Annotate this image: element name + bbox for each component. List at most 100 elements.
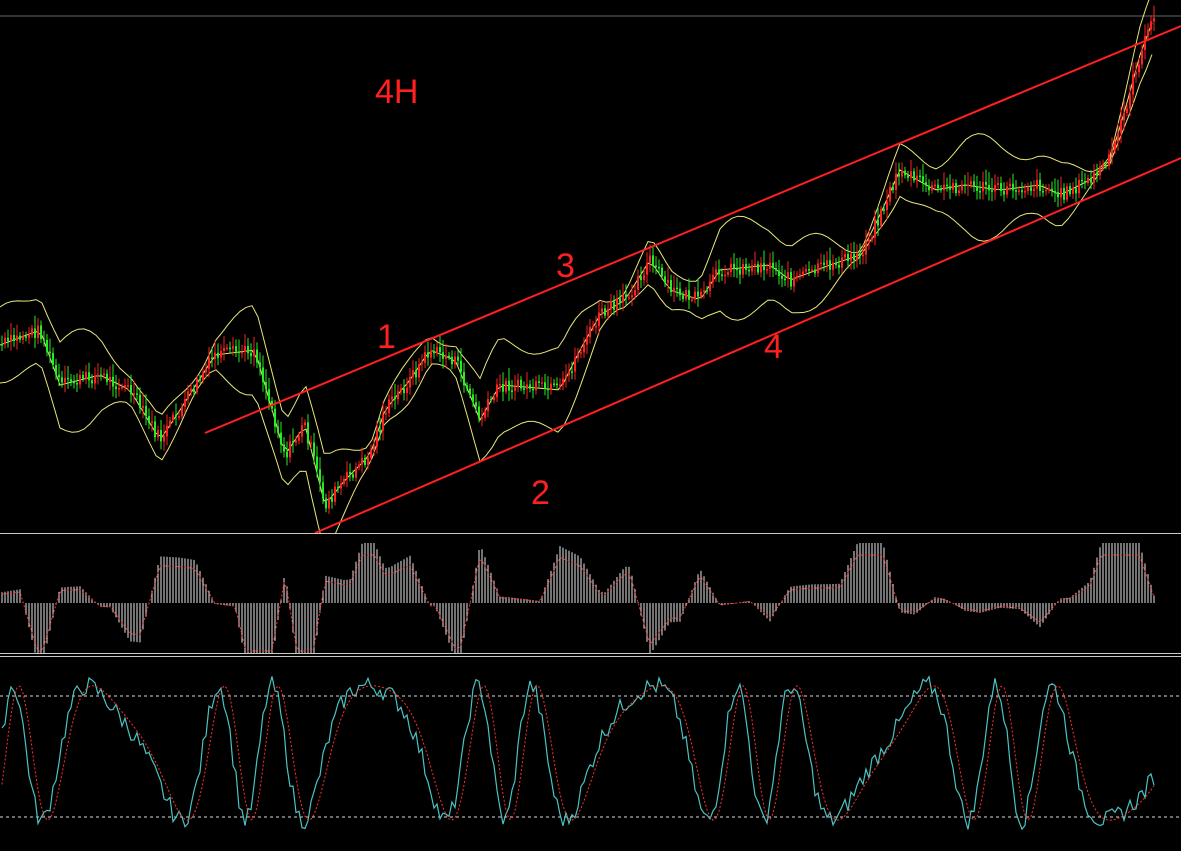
candle-body [532,388,534,391]
candle-body [385,413,387,415]
candle-body [457,356,459,361]
candle-body [232,346,234,349]
candle-body [193,388,195,393]
candle-body [166,425,168,437]
candle-body [823,262,825,265]
candle-body [652,255,654,266]
candle-body [781,276,783,279]
price-pane[interactable] [0,0,1181,533]
candle-body [157,430,159,438]
candle-body [997,183,999,185]
candle-body [1036,179,1038,189]
candle-body [247,345,249,354]
candle-body [433,350,435,354]
candle-body [103,373,105,376]
candle-body [187,391,189,400]
candle-body [733,263,735,269]
candle-body [1015,190,1017,192]
candle-body [58,374,60,378]
bollinger-bands [0,0,1153,533]
candle-body [784,278,786,281]
candle-body [1018,190,1020,192]
candle-body [736,268,738,271]
candle-body [421,362,423,365]
candle-body [535,381,537,391]
candle-body [910,171,912,178]
candle-body [814,269,816,274]
candle-body [289,441,291,458]
candle-body [22,336,24,340]
candle-body [328,497,330,509]
candle-body [916,175,918,181]
candle-body [331,497,333,502]
candle-body [604,308,606,316]
candle-body [628,297,630,299]
candle-body [163,436,165,442]
candle-body [484,411,486,418]
candle-body [496,384,498,398]
candle-body [1039,179,1041,191]
candle-body [1141,49,1143,65]
candle-body [883,209,885,211]
candle-body [46,339,48,352]
separator-3[interactable] [0,656,1181,657]
candle-body [145,405,147,417]
candle-body [235,346,237,352]
candle-body [466,385,468,389]
candle-body [106,373,108,382]
candle-body [1,344,3,346]
candle-body [370,449,372,458]
candle-body [304,422,306,426]
candle-body [346,471,348,479]
candle-body [901,170,903,177]
separator-2[interactable] [0,653,1181,654]
candle-body [1096,172,1098,176]
candle-body [400,388,402,392]
candle-body [583,344,585,353]
macd-pane[interactable] [0,537,1181,653]
stochastic-pane[interactable] [0,657,1181,851]
candle-body [832,262,834,270]
candle-body [211,357,213,360]
candle-body [367,457,369,465]
candle-body [598,312,600,326]
candle-body [154,421,156,438]
candle-body [685,290,687,300]
candle-body [1111,150,1113,155]
candle-body [151,421,153,423]
candle-body [586,337,588,345]
candle-body [241,352,243,354]
macd-histogram [1,543,1155,653]
candle-body [25,336,27,338]
candle-body [1051,188,1053,191]
candle-body [394,396,396,400]
candle-body [994,184,996,192]
candle-body [709,281,711,292]
candle-body [16,335,18,342]
separator-1[interactable] [0,533,1181,534]
candle-body [436,347,438,354]
candle-body [595,325,597,328]
candle-body [907,175,909,178]
candle-body [886,201,888,211]
candle-body [748,269,750,272]
candle-body [562,378,564,385]
candle-body [31,328,33,335]
candle-body [97,374,99,377]
candle-body [526,384,528,389]
candle-body [955,183,957,194]
candle-body [229,347,231,350]
candle-body [607,308,609,316]
candle-body [160,430,162,442]
candle-body [61,377,63,383]
candle-body [127,385,129,387]
candle-body [28,334,30,338]
candle-body [124,385,126,387]
candle-body [664,276,666,283]
candle-body [184,399,186,407]
channel-lines[interactable] [204,25,1181,533]
candle-body [478,406,480,419]
candle-body [739,269,741,275]
macd-signal-line [1,554,1155,652]
